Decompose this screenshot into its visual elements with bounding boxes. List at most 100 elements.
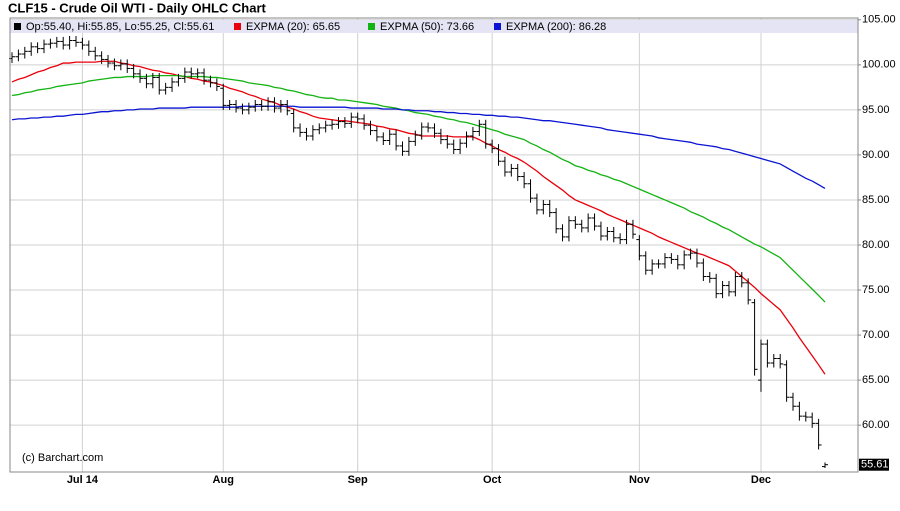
ohlc-bar xyxy=(802,411,809,422)
ohlc-bar xyxy=(822,462,828,468)
ohlc-bar xyxy=(789,392,796,411)
ohlc-bar xyxy=(706,272,713,283)
ohlc-bar xyxy=(617,233,624,245)
ohlc-bar xyxy=(303,127,310,141)
ohlc-bar xyxy=(559,224,566,242)
ema-line xyxy=(11,75,826,303)
ohlc-bar xyxy=(277,99,284,113)
ohlc-bar xyxy=(437,128,444,145)
legend-swatch xyxy=(494,23,501,30)
ohlc-bar xyxy=(354,112,361,124)
ohlc-bar xyxy=(604,226,611,241)
ohlc-bar xyxy=(745,278,752,305)
ohlc-bar xyxy=(194,68,201,79)
chart-title: CLF15 - Crude Oil WTI - Daily OHLC Chart xyxy=(8,0,267,15)
x-tick-label: Dec xyxy=(751,474,771,486)
ohlc-bar xyxy=(92,46,99,61)
ohlc-bar xyxy=(252,99,259,112)
ohlc-bar xyxy=(629,219,636,239)
ohlc-bar xyxy=(636,235,643,261)
ohlc-bar xyxy=(284,99,291,116)
y-tick-label: 70.00 xyxy=(862,329,890,341)
ohlc-bar xyxy=(66,36,73,50)
ohlc-bar xyxy=(169,77,176,92)
ohlc-bar xyxy=(418,122,425,140)
ohlc-bar xyxy=(495,144,502,166)
ohlc-bar xyxy=(181,67,188,83)
legend-label: Op:55.40, Hi:55.85, Lo:55.25, Cl:55.61 xyxy=(26,21,214,33)
ohlc-bar xyxy=(149,72,156,89)
ohlc-bar xyxy=(207,75,214,88)
ohlc-bar xyxy=(329,119,336,130)
ohlc-bar xyxy=(444,135,451,149)
ohlc-bar xyxy=(469,126,476,141)
ohlc-bar xyxy=(361,114,368,130)
ohlc-bar xyxy=(297,123,304,137)
ohlc-bar xyxy=(130,63,137,79)
ohlc-bar xyxy=(258,99,265,111)
ohlc-bar xyxy=(226,99,233,110)
ohlc-bar xyxy=(111,58,118,71)
ohlc-bar xyxy=(796,401,803,421)
ohlc-bar xyxy=(764,339,771,368)
ohlc-bar xyxy=(175,73,182,87)
ohlc-bar xyxy=(533,193,540,215)
ohlc-bar xyxy=(15,49,22,62)
ohlc-bar xyxy=(201,68,208,85)
y-tick-label: 90.00 xyxy=(862,149,890,161)
ohlc-bar xyxy=(508,163,515,177)
ohlc-bar xyxy=(73,36,80,47)
legend-swatch xyxy=(234,23,241,30)
ohlc-bar xyxy=(546,199,553,218)
ohlc-bar xyxy=(79,37,86,50)
ohlc-bar xyxy=(757,339,764,392)
y-tick-label: 60.00 xyxy=(862,419,890,431)
ohlc-bar xyxy=(309,125,316,141)
x-tick-label: Jul 14 xyxy=(67,474,99,486)
ohlc-bar xyxy=(53,36,60,48)
ohlc-bar xyxy=(521,172,528,189)
y-tick-label: 95.00 xyxy=(862,104,890,116)
x-tick-label: Oct xyxy=(483,474,502,486)
ohlc-bar xyxy=(431,123,438,138)
ohlc-bar xyxy=(156,72,163,95)
ohlc-bar xyxy=(28,42,35,56)
ohlc-bar xyxy=(220,83,227,110)
ohlc-bar xyxy=(213,78,220,91)
ohlc-bar xyxy=(732,272,739,297)
ohlc-bar xyxy=(649,259,656,275)
ohlc-bar xyxy=(188,67,195,79)
legend-label: EXPMA (20): 65.65 xyxy=(246,21,340,33)
last-price-label: 55.61 xyxy=(861,459,889,471)
ohlc-bar xyxy=(777,353,784,369)
ohlc-bar xyxy=(239,103,246,115)
ohlc-bar xyxy=(316,123,323,135)
ohlc-bar xyxy=(34,42,41,54)
ohlc-bar xyxy=(47,38,54,49)
ohlc-bar xyxy=(348,112,355,128)
ohlc-bar xyxy=(341,117,348,128)
ohlc-bar xyxy=(719,281,726,299)
ohlc-bar xyxy=(450,139,457,155)
legend-swatch xyxy=(14,23,21,30)
ohlc-bar xyxy=(501,156,508,177)
legend-strip xyxy=(10,20,858,33)
ohlc-bar xyxy=(105,54,112,68)
legend-label: EXPMA (200): 86.28 xyxy=(506,21,606,33)
ohlc-bar xyxy=(405,136,412,156)
ohlc-bar xyxy=(610,226,617,243)
ohlc-bar xyxy=(540,199,547,215)
ohlc-bar xyxy=(380,132,387,146)
ohlc-bar xyxy=(655,259,662,269)
ohlc-bar xyxy=(386,129,393,146)
ohlc-bar xyxy=(41,39,48,54)
ohlc-bar xyxy=(572,216,579,229)
ohlc-bar xyxy=(725,281,732,297)
ohlc-bar xyxy=(783,360,790,402)
ohlc-bar xyxy=(463,131,470,148)
ohlc-bar xyxy=(591,213,598,231)
ohlc-bar xyxy=(85,40,92,56)
ohlc-bar xyxy=(425,122,432,133)
